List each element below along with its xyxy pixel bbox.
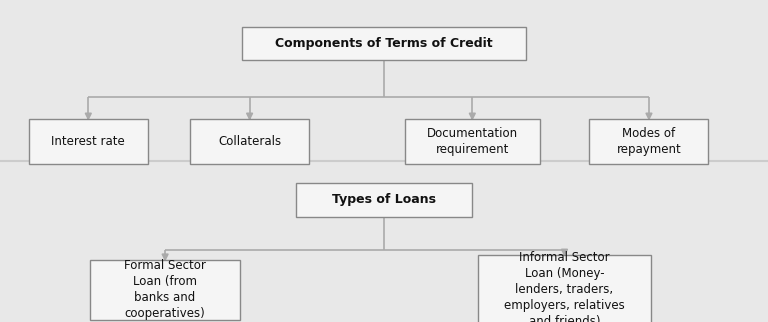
FancyBboxPatch shape — [29, 119, 147, 164]
FancyBboxPatch shape — [190, 119, 309, 164]
Text: Modes of
repayment: Modes of repayment — [617, 127, 681, 156]
Text: Informal Sector
Loan (Money-
lenders, traders,
employers, relatives
and friends): Informal Sector Loan (Money- lenders, tr… — [504, 251, 625, 322]
FancyBboxPatch shape — [589, 119, 708, 164]
Text: Documentation
requirement: Documentation requirement — [427, 127, 518, 156]
Text: Formal Sector
Loan (from
banks and
cooperatives): Formal Sector Loan (from banks and coope… — [124, 259, 206, 320]
Text: Components of Terms of Credit: Components of Terms of Credit — [275, 37, 493, 50]
FancyBboxPatch shape — [406, 119, 539, 164]
Text: Interest rate: Interest rate — [51, 135, 125, 148]
Text: Types of Loans: Types of Loans — [332, 193, 436, 206]
FancyBboxPatch shape — [296, 183, 472, 217]
Text: Collaterals: Collaterals — [218, 135, 281, 148]
FancyBboxPatch shape — [242, 27, 526, 61]
FancyBboxPatch shape — [91, 260, 240, 319]
FancyBboxPatch shape — [478, 255, 650, 322]
